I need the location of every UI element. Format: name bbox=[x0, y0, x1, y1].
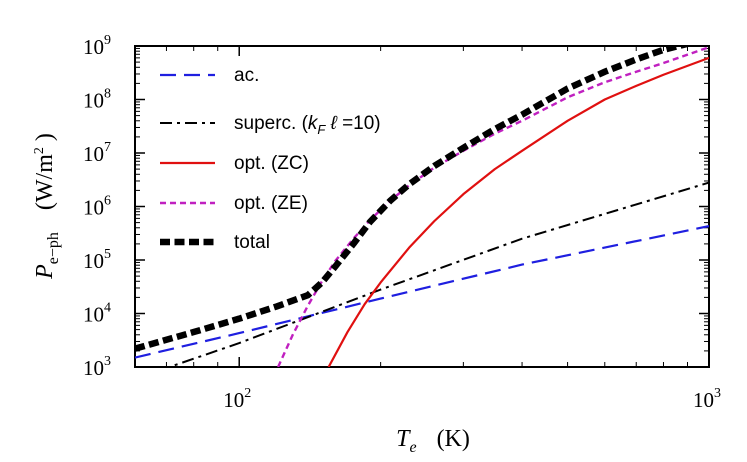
y-tick-label: 106 bbox=[83, 194, 111, 220]
legend: ac. superc. (kF ℓ =10) opt. (ZC) opt. (Z… bbox=[160, 65, 381, 253]
x-tick-label: 103 bbox=[693, 386, 721, 412]
y-axis-label: Pe−ph(W/m2) bbox=[32, 133, 62, 280]
legend-label-ac: ac. bbox=[234, 65, 259, 86]
series-ac-line bbox=[135, 225, 709, 359]
series-ze-line bbox=[277, 46, 709, 367]
ticks-layer bbox=[134, 45, 710, 368]
legend-label-superc: superc. (kF ℓ =10) bbox=[234, 113, 381, 137]
series-superc-line bbox=[166, 181, 709, 367]
x-axis-label: Te (K) bbox=[396, 426, 470, 456]
x-tick-labels: 102 103 bbox=[223, 386, 721, 412]
y-tick-label: 108 bbox=[83, 87, 111, 113]
plot-frame bbox=[134, 45, 710, 368]
x-tick-label: 102 bbox=[223, 386, 251, 412]
y-tick-label: 109 bbox=[83, 33, 111, 59]
series-layer bbox=[135, 46, 709, 367]
legend-label-zc: opt. (ZC) bbox=[234, 153, 309, 174]
legend-label-ze: opt. (ZE) bbox=[234, 193, 308, 214]
y-tick-label: 107 bbox=[83, 140, 111, 166]
legend-label-total: total bbox=[234, 232, 270, 253]
y-tick-label: 103 bbox=[83, 354, 111, 380]
series-zc-line bbox=[327, 56, 709, 367]
series-total-line bbox=[135, 46, 692, 352]
y-tick-labels: 103 104 105 106 107 108 109 bbox=[83, 33, 111, 380]
y-tick-label: 104 bbox=[83, 301, 111, 327]
y-tick-label: 105 bbox=[83, 247, 111, 273]
